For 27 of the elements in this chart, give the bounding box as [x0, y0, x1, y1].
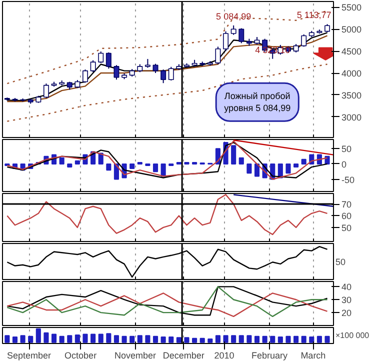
y-tick-label: 30: [342, 295, 352, 306]
y-tick-label: -50: [342, 174, 355, 185]
annotation: 5 084,99: [216, 11, 252, 22]
y-tick-label: 0: [342, 159, 347, 170]
text: ×100 000: [336, 331, 370, 340]
y-tick-label: 4000: [342, 68, 362, 79]
annotation: 5 113,77: [296, 10, 332, 20]
annotation: 4 323,10: [255, 44, 290, 55]
y-tick-label: 3500: [342, 90, 362, 100]
x-tick-label: November: [114, 350, 156, 360]
y-tick-label: 50: [342, 144, 352, 154]
x-tick-label: December: [162, 350, 204, 360]
x-tick-label: March: [300, 350, 326, 360]
y-tick-label: 50: [342, 222, 352, 233]
y-tick-label: 5000: [342, 24, 362, 35]
x-tick-label: September: [7, 350, 52, 360]
y-tick-label: 5500: [342, 2, 362, 13]
annotation: Ложный пробой уровня 5 084,99: [224, 91, 291, 114]
y-tick-label: 60: [342, 211, 352, 222]
y-tick-label: 3000: [342, 112, 362, 122]
y-tick-label: 40: [342, 282, 352, 292]
y-tick-label: 70: [342, 200, 352, 210]
y-tick-label: 4500: [342, 46, 362, 57]
y-tick-label: 20: [342, 308, 352, 318]
x-tick-label: February: [251, 350, 288, 360]
x-tick-label: 2010: [214, 350, 234, 360]
x-tick-label: October: [64, 350, 97, 360]
